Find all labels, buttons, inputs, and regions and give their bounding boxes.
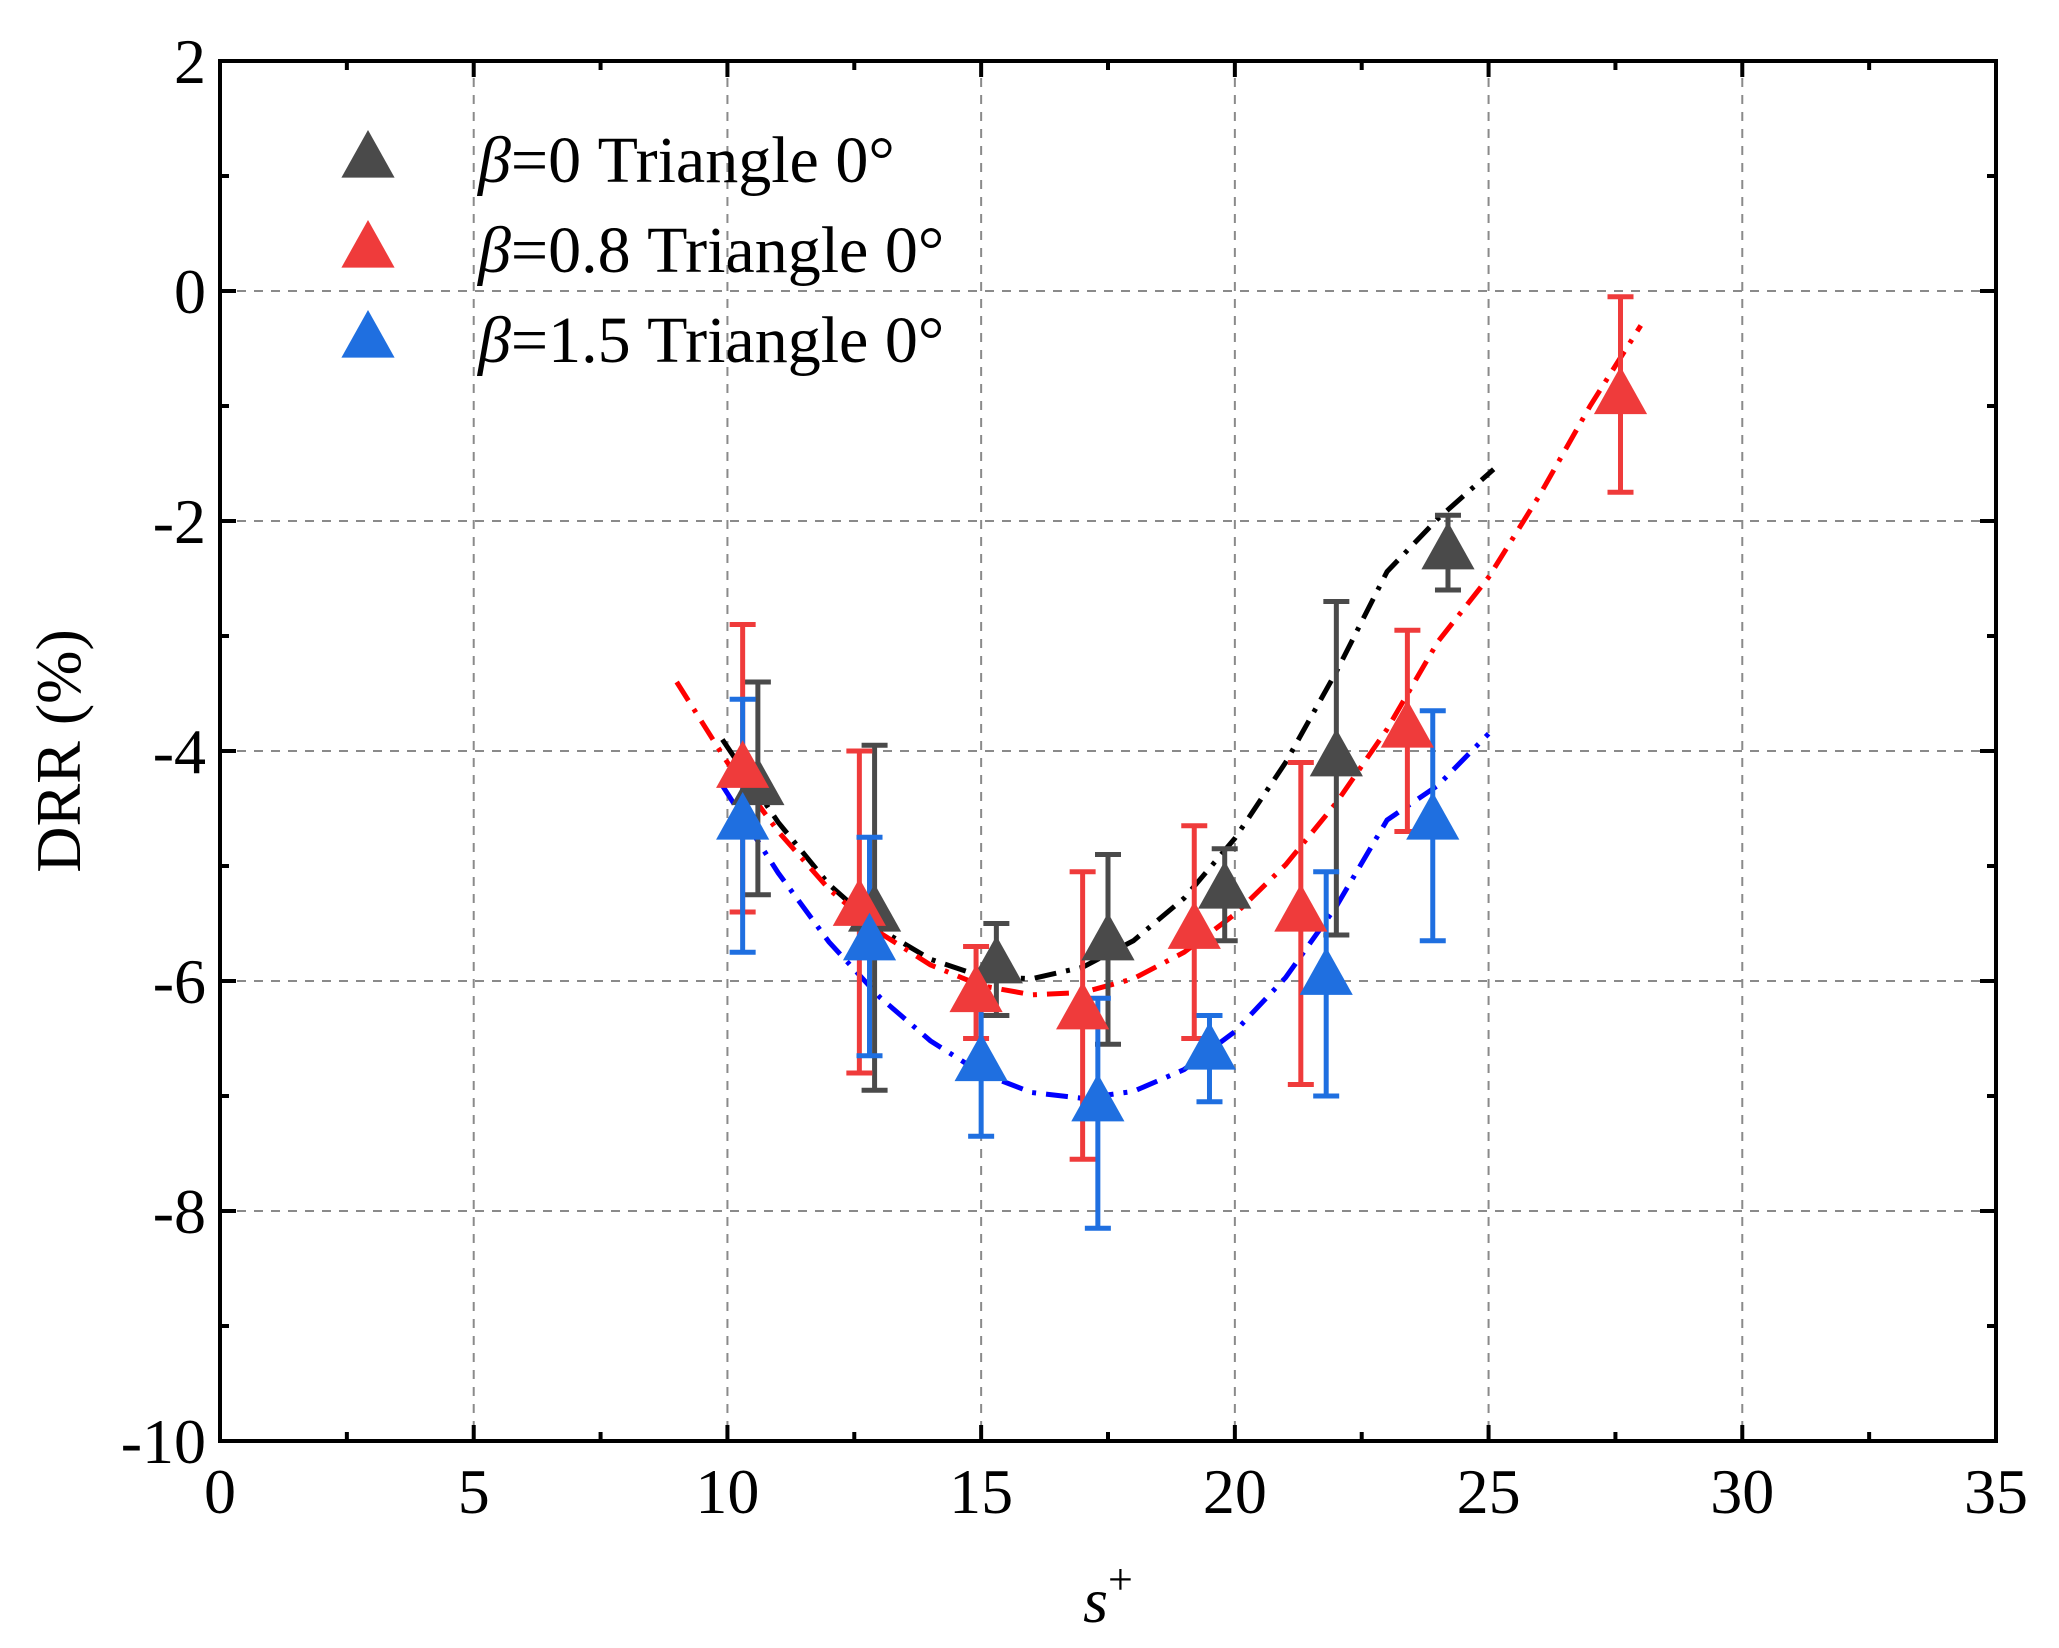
y-tick-label: 0	[174, 256, 206, 327]
data-point	[1299, 947, 1353, 995]
data-point	[1380, 700, 1434, 748]
y-tick-label: -10	[121, 1406, 206, 1477]
x-tick-label: 35	[1964, 1456, 2028, 1527]
data-point	[716, 792, 770, 840]
x-tick-label: 20	[1203, 1456, 1267, 1527]
y-tick-label: -6	[153, 946, 206, 1017]
data-point	[716, 740, 770, 788]
legend-text: =0 Triangle 0°	[511, 124, 895, 197]
x-tick-label: 5	[458, 1456, 490, 1527]
data-point	[1056, 981, 1110, 1030]
legend-symbol: β	[476, 214, 511, 287]
legend-label: β=0 Triangle 0°	[476, 124, 895, 197]
grid	[220, 61, 1996, 1441]
data-point	[832, 878, 886, 926]
data-point	[1274, 884, 1328, 932]
legend-marker	[341, 310, 395, 358]
x-tick-label: 0	[204, 1456, 236, 1527]
y-tick-labels: -10 -8 -6 -4 -2 0 2	[121, 26, 206, 1477]
y-tick-label: -4	[153, 716, 206, 787]
legend-marker	[341, 220, 395, 268]
x-tick-label: 25	[1457, 1456, 1521, 1527]
data-point	[1182, 1022, 1237, 1070]
data-point	[1421, 521, 1475, 570]
axis-ticks	[218, 59, 1998, 1443]
data-point	[1593, 366, 1648, 415]
data-point	[969, 935, 1023, 984]
data-point	[954, 1033, 1008, 1082]
fit-curves	[674, 324, 1643, 1101]
data-point	[949, 964, 1003, 1013]
legend-text: =1.5 Triangle 0°	[511, 304, 944, 377]
data-point	[1167, 901, 1221, 949]
x-axis-title-base: s	[1083, 1565, 1108, 1636]
error-bars	[729, 294, 1634, 1231]
x-tick-label: 15	[949, 1456, 1013, 1527]
data-point	[842, 912, 897, 961]
data-markers	[716, 366, 1648, 1122]
legend-symbol: β	[476, 124, 511, 197]
data-point	[1081, 912, 1135, 961]
data-point	[1198, 861, 1252, 909]
legend-marker	[341, 130, 395, 178]
y-tick-label: 2	[174, 26, 206, 97]
data-point	[1309, 728, 1363, 777]
x-tick-labels: 0 5 10 15 20 25 30 35	[204, 1456, 2028, 1527]
x-axis-title: s+	[1083, 1555, 1133, 1636]
legend-label: β=1.5 Triangle 0°	[476, 304, 944, 377]
x-tick-label: 10	[695, 1456, 759, 1527]
legend-text: =0.8 Triangle 0°	[511, 214, 944, 287]
x-tick-label: 30	[1710, 1456, 1774, 1527]
data-point	[1071, 1073, 1125, 1122]
y-axis-title: DRR (%)	[23, 629, 94, 873]
legend: β=0 Triangle 0°β=0.8 Triangle 0°β=1.5 Tr…	[341, 124, 944, 377]
y-tick-label: -2	[153, 486, 206, 557]
fit-curve	[674, 324, 1643, 998]
legend-label: β=0.8 Triangle 0°	[476, 214, 944, 287]
x-axis-title-superscript: +	[1108, 1555, 1133, 1604]
y-tick-label: -8	[153, 1176, 206, 1247]
legend-symbol: β	[476, 304, 511, 377]
data-point	[1406, 792, 1460, 840]
